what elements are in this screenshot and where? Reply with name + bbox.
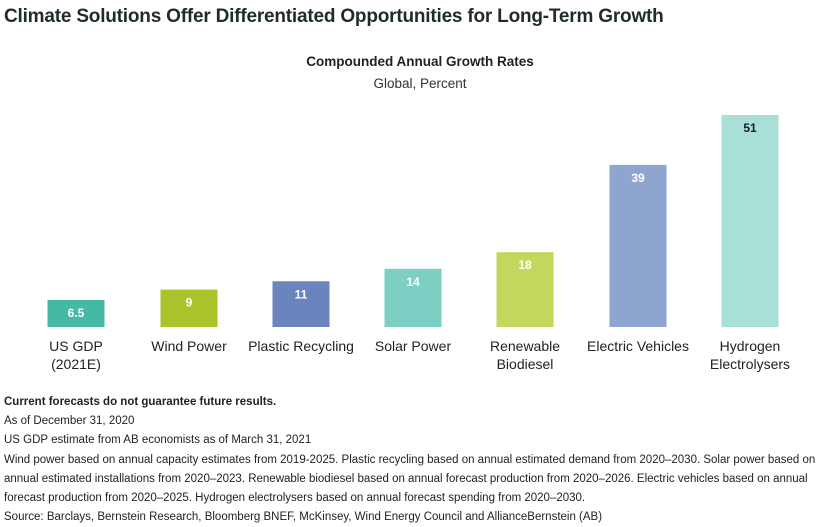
bar-value-label-6: 51 <box>743 121 757 135</box>
category-label-4-1: Biodiesel <box>497 356 554 372</box>
footnote-methodology: Wind power based on annual capacity esti… <box>4 453 816 505</box>
chart-title: Compounded Annual Growth Rates <box>306 54 534 69</box>
bar-5 <box>609 164 667 327</box>
chart-subtitle: Global, Percent <box>373 76 467 91</box>
bar-value-label-4: 18 <box>518 258 532 272</box>
category-label-0-0: US GDP <box>49 338 103 354</box>
category-label-6-0: Hydrogen <box>720 338 781 354</box>
category-label-1-0: Wind Power <box>151 338 227 354</box>
category-label-6-1: Electrolysers <box>710 356 790 372</box>
footnotes: Current forecasts do not guarantee futur… <box>4 393 836 527</box>
bar-2 <box>272 281 330 327</box>
bar-0 <box>47 299 105 327</box>
bar-value-label-0: 6.5 <box>68 306 85 320</box>
footnote-disclaimer: Current forecasts do not guarantee futur… <box>4 396 277 408</box>
footnote-gdp: US GDP estimate from AB economists as of… <box>4 434 312 447</box>
category-label-0-1: (2021E) <box>51 356 101 372</box>
bar-3 <box>384 268 442 327</box>
footnote-source: Source: Barclays, Bernstein Research, Bl… <box>4 511 603 524</box>
bar-value-label-1: 9 <box>186 296 193 310</box>
category-label-4-0: Renewable <box>490 338 560 354</box>
footnote-as-of: As of December 31, 2020 <box>4 415 135 428</box>
bar-6 <box>721 115 779 327</box>
bar-value-label-5: 39 <box>631 171 645 185</box>
page-title: Climate Solutions Offer Differentiated O… <box>4 6 664 27</box>
bar-4 <box>496 252 554 327</box>
category-label-5-0: Electric Vehicles <box>587 338 689 354</box>
bar-chart: 6.5 US GDP (2021E) 9 Wind Power 11 Plastic Rec… <box>47 115 790 372</box>
bar-1 <box>160 289 218 327</box>
bar-value-label-3: 14 <box>406 275 420 289</box>
category-label-3-0: Solar Power <box>375 338 452 354</box>
bar-value-label-2: 11 <box>295 287 308 301</box>
category-label-2-0: Plastic Recycling <box>248 338 354 354</box>
